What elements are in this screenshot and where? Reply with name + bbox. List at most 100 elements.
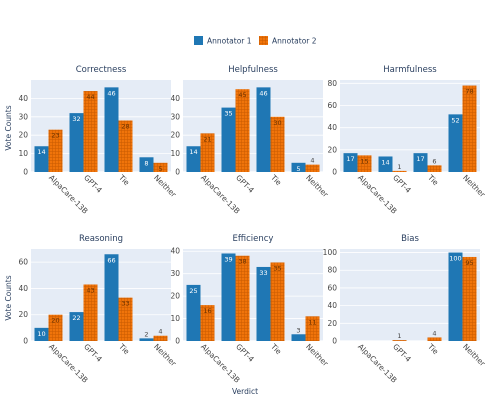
y-axis-title-top: Vote Counts — [4, 105, 13, 150]
x-axis-title: Verdict — [232, 387, 258, 396]
subplot-title: Helpfulness — [228, 65, 278, 75]
bar-value-label: 14 — [37, 148, 45, 156]
x-tick-label: GPT-4 — [82, 342, 104, 364]
legend-swatch-annotator-2 — [259, 36, 268, 45]
y-tick-label: 100 — [323, 248, 338, 257]
bar-value-label: 17 — [346, 155, 354, 163]
bar-annotator-1-neither — [139, 157, 154, 172]
bar-value-label: 3 — [296, 326, 300, 334]
subplot-helpfulness: 010203040Helpfulness1421AlpaCare-13B3545… — [170, 65, 330, 216]
x-tick-label: Tie — [116, 172, 131, 187]
bar-annotator-1-neither — [448, 114, 463, 172]
y-tick-label: 20 — [18, 131, 28, 140]
y-tick-label: 20 — [170, 131, 180, 140]
subplot-reasoning: 0204060Reasoning1020AlpaCare-13B2243GPT-… — [18, 234, 178, 385]
bar-annotator-2-gpt-4 — [235, 255, 250, 341]
bar-annotator-1-neither — [291, 162, 306, 172]
y-tick-label: 60 — [327, 283, 337, 292]
y-tick-label: 80 — [327, 79, 337, 88]
bar-value-label: 46 — [259, 89, 267, 97]
bar-value-label: 44 — [86, 93, 94, 101]
x-tick-label: Neither — [304, 173, 331, 200]
y-tick-label: 30 — [170, 112, 180, 121]
bar-value-label: 100 — [449, 255, 461, 263]
legend: Annotator 1 Annotator 2 — [194, 36, 317, 46]
bar-annotator-1-gpt-4 — [69, 312, 84, 341]
bar-value-label: 4 — [432, 329, 436, 337]
bar-value-label: 35 — [224, 110, 232, 118]
y-tick-label: 0 — [332, 168, 337, 177]
bar-value-label: 30 — [273, 119, 281, 127]
y-tick-label: 0 — [175, 337, 180, 346]
x-tick-label: GPT-4 — [391, 342, 413, 364]
bar-value-label: 4 — [310, 157, 314, 165]
subplot-title: Correctness — [76, 65, 127, 75]
bar-value-label: 38 — [238, 258, 246, 266]
bar-annotator-2-neither — [462, 256, 477, 341]
x-tick-label: GPT-4 — [234, 173, 256, 195]
bar-annotator-1-alpacare-13b — [186, 284, 201, 341]
x-tick-label: Tie — [425, 172, 440, 187]
bar-annotator-1-tie — [104, 87, 119, 172]
bar-value-label: 25 — [189, 287, 197, 295]
bar-annotator-2-tie — [270, 262, 285, 341]
x-tick-label: Neither — [461, 342, 488, 369]
bar-annotator-1-gpt-4 — [221, 253, 236, 341]
y-tick-label: 40 — [327, 123, 337, 132]
bar-value-label: 11 — [308, 318, 316, 326]
bar-annotator-2-tie — [270, 116, 285, 172]
y-tick-label: 10 — [170, 314, 180, 323]
bar-value-label: 78 — [465, 88, 473, 96]
bar-value-label: 39 — [224, 255, 232, 263]
bar-value-label: 52 — [451, 116, 459, 124]
bar-value-label: 10 — [37, 330, 45, 338]
bar-annotator-2-gpt-4 — [392, 340, 407, 341]
bar-value-label: 15 — [360, 157, 368, 165]
x-tick-label: Tie — [116, 341, 131, 356]
bar-value-label: 4 — [158, 328, 162, 336]
bar-annotator-2-gpt-4 — [83, 284, 98, 341]
y-tick-label: 20 — [18, 310, 28, 319]
y-tick-label: 60 — [18, 258, 28, 267]
x-tick-label: Neither — [461, 173, 488, 200]
y-tick-label: 20 — [170, 292, 180, 301]
y-tick-label: 10 — [170, 149, 180, 158]
bar-annotator-1-alpacare-13b — [34, 327, 49, 341]
bar-annotator-1-gpt-4 — [69, 113, 84, 172]
bar-value-label: 17 — [416, 155, 424, 163]
bar-value-label: 46 — [107, 89, 115, 97]
y-tick-label: 0 — [332, 337, 337, 346]
x-tick-label: Neither — [152, 173, 179, 200]
bar-annotator-1-neither — [448, 252, 463, 341]
bar-annotator-1-alpacare-13b — [186, 146, 201, 172]
y-tick-label: 0 — [23, 337, 28, 346]
bar-annotator-2-alpacare-13b — [200, 133, 215, 172]
y-tick-label: 80 — [327, 266, 337, 275]
bar-annotator-2-tie — [427, 165, 442, 172]
bar-annotator-2-alpacare-13b — [200, 305, 215, 341]
bar-annotator-1-gpt-4 — [378, 156, 393, 172]
bar-value-label: 16 — [203, 307, 211, 315]
bar-value-label: 23 — [51, 132, 59, 140]
bar-annotator-1-tie — [104, 254, 119, 341]
bar-annotator-1-tie — [256, 266, 271, 341]
bar-value-label: 6 — [432, 157, 436, 165]
y-tick-label: 10 — [18, 149, 28, 158]
bar-annotator-2-alpacare-13b — [48, 314, 63, 341]
y-tick-label: 20 — [327, 145, 337, 154]
bar-annotator-2-neither — [153, 162, 168, 172]
y-tick-label: 40 — [170, 247, 180, 256]
bar-annotator-2-alpacare-13b — [357, 155, 372, 172]
bar-value-label: 33 — [259, 269, 267, 277]
y-tick-label: 40 — [18, 284, 28, 293]
bar-annotator-2-gpt-4 — [235, 89, 250, 172]
bar-value-label: 8 — [144, 159, 148, 167]
bar-value-label: 5 — [158, 165, 162, 173]
bar-annotator-1-alpacare-13b — [343, 153, 358, 172]
bar-annotator-2-alpacare-13b — [48, 129, 63, 172]
y-tick-label: 20 — [327, 319, 337, 328]
y-tick-label: 0 — [175, 168, 180, 177]
x-tick-label: Tie — [268, 172, 283, 187]
